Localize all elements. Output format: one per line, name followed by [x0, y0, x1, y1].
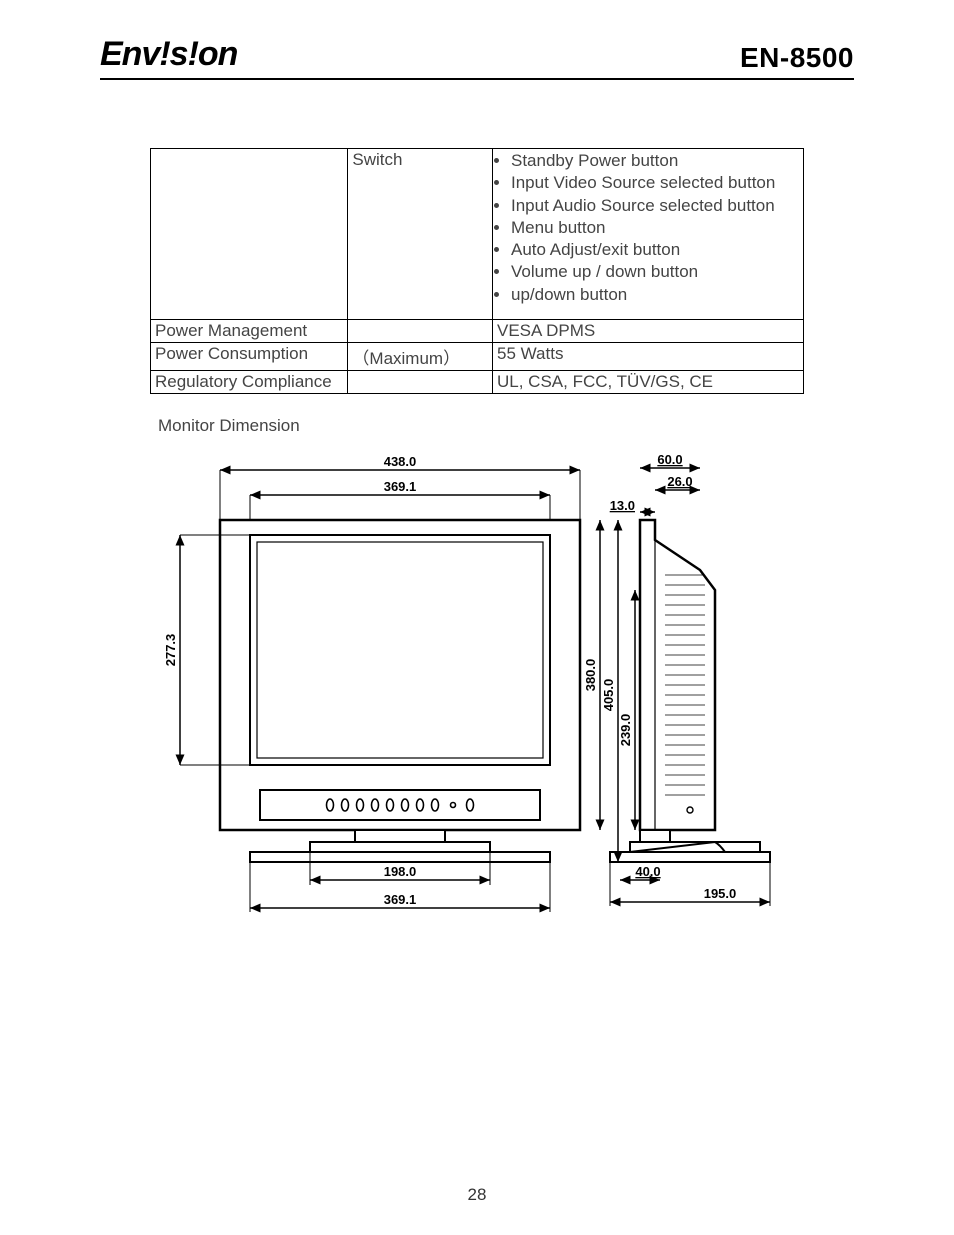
dim-label: 60.0 — [657, 452, 682, 467]
bullet-list: Standby Power button Input Video Source … — [497, 150, 799, 305]
dimension-diagram: 438.0 369.1 — [160, 450, 780, 930]
dim-label: 380.0 — [583, 659, 598, 692]
dim-label: 369.1 — [384, 479, 417, 494]
dim-label: 369.1 — [384, 892, 417, 907]
list-item: Input Audio Source selected button — [511, 195, 799, 216]
dim-label: 13.0 — [610, 498, 635, 513]
dim-label: 239.0 — [618, 714, 633, 747]
dimension-svg: 438.0 369.1 — [160, 450, 780, 930]
cell-label: Power Management — [151, 319, 348, 342]
table-row: Switch Standby Power button Input Video … — [151, 149, 804, 320]
list-item: up/down button — [511, 284, 799, 305]
dim-label: 277.3 — [163, 634, 178, 667]
cell-value: Standby Power button Input Video Source … — [493, 149, 804, 320]
cell-label — [151, 149, 348, 320]
list-item: Volume up / down button — [511, 261, 799, 282]
page-header: Env!s!on EN-8500 — [100, 35, 854, 80]
cell-sub — [348, 370, 493, 393]
brand-logo: Env!s!on — [100, 35, 237, 74]
cell-sub: （Maximum） — [348, 342, 493, 370]
cell-value: 55 Watts — [493, 342, 804, 370]
page-number: 28 — [0, 1185, 954, 1205]
cell-sub — [348, 319, 493, 342]
table-row: Regulatory Compliance UL, CSA, FCC, TÜV/… — [151, 370, 804, 393]
list-item: Auto Adjust/exit button — [511, 239, 799, 260]
cell-label: Regulatory Compliance — [151, 370, 348, 393]
front-view: 438.0 369.1 — [163, 454, 580, 912]
dim-label: 40.0 — [635, 864, 660, 879]
spec-table: Switch Standby Power button Input Video … — [150, 148, 804, 394]
list-item: Menu button — [511, 217, 799, 238]
page: Env!s!on EN-8500 Switch Standby Power bu… — [0, 0, 954, 1235]
cell-value: VESA DPMS — [493, 319, 804, 342]
list-item: Input Video Source selected button — [511, 172, 799, 193]
dim-label: 405.0 — [601, 679, 616, 712]
cell-label: Power Consumption — [151, 342, 348, 370]
dim-label: 26.0 — [667, 474, 692, 489]
cell-sub: Switch — [348, 149, 493, 320]
table-row: Power Consumption （Maximum） 55 Watts — [151, 342, 804, 370]
side-view: 60.0 26.0 13.0 — [583, 452, 770, 906]
dim-label: 198.0 — [384, 864, 417, 879]
cell-value: UL, CSA, FCC, TÜV/GS, CE — [493, 370, 804, 393]
section-title: Monitor Dimension — [158, 416, 854, 436]
list-item: Standby Power button — [511, 150, 799, 171]
dim-label: 438.0 — [384, 454, 417, 469]
table-row: Power Management VESA DPMS — [151, 319, 804, 342]
dim-label: 195.0 — [704, 886, 737, 901]
model-number: EN-8500 — [740, 42, 854, 74]
